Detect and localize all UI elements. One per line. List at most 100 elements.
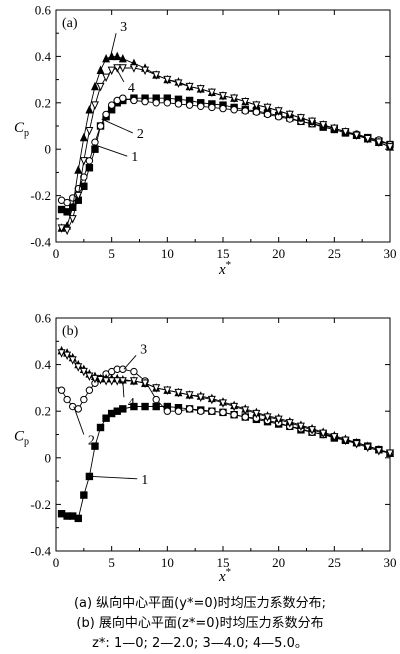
series-3-line [61,55,391,229]
series-3-point [79,132,88,142]
annotation-label: 3 [140,342,147,357]
series-2-point [241,107,249,115]
series-4-point [386,143,394,152]
series-3-point [90,81,99,91]
series-1-point [141,402,149,411]
series-2-point [107,101,116,109]
series-4-point [230,94,239,103]
annotation-label: 2 [88,434,95,449]
x-tick-label: 25 [328,246,341,261]
series-4-point [107,66,116,76]
series-4-point [207,88,216,98]
series-4-point [141,379,150,389]
series-1-point [102,414,110,422]
series-1-point [85,164,94,172]
series-4-point [196,393,205,402]
y-tick-label: 0.2 [35,95,51,110]
x-axis-label: x* [218,259,231,278]
series-1-point [119,405,127,413]
series-3 [57,51,394,232]
y-tick-label: 0.6 [35,3,52,18]
x-tick-label: 5 [108,246,115,261]
series-4-point [102,377,111,386]
series-4 [57,349,394,458]
series-2-point [208,103,216,112]
series-2-point [96,122,105,130]
series-2-point [174,100,183,108]
series-4-point [219,399,227,408]
annotation-leader [93,144,128,157]
series-1-point [63,208,71,216]
series-4-point [96,82,105,92]
y-tick-label: 0 [45,142,52,157]
series-4 [57,64,394,236]
series-4-point [113,64,122,73]
series-2-point [85,386,94,394]
caption-legend-line: z*: 1—0; 2—2.0; 3—4.0; 4—5.0。 [92,636,308,651]
series-2-point [163,99,172,107]
series-1-point [130,402,138,411]
y-tick-label: 0.2 [35,404,51,419]
y-tick-label: 0.4 [35,49,52,64]
caption-line-a: (a) 纵向中心平面(y*=0)时均压力系数分布; [73,596,327,611]
y-axis-label: Cp [14,120,29,139]
x-tick-label: 25 [328,555,341,570]
series-2-point [80,173,88,181]
series-2-point [197,407,205,415]
annotation-leader [115,67,125,83]
series-2-point [63,395,71,404]
series-4-point [308,426,317,435]
series-2-point [185,405,194,413]
series-4-point [252,409,261,419]
series-4-point [118,64,127,73]
series-4-point [63,351,72,361]
series-4-point [68,215,77,224]
series-4-point [196,85,205,94]
series-1-point [91,145,99,153]
x-axis-label: x* [218,566,231,585]
series-2-point [91,138,99,146]
annotation-label: 1 [141,473,148,488]
x-tick-label: 5 [108,555,115,570]
x-tick-label: 10 [161,246,174,261]
y-tick-label: -0.4 [30,235,51,250]
series-4-point [341,128,350,137]
series-4-point [85,126,94,136]
series-2-point [119,94,127,102]
chart-panel-b: 0 5 10 15 20 25 30 -0.4 -0.2 0 0.2 0.4 0.6 (b) Cp x* 1 2 3… [14,311,397,586]
series-4-point [163,386,172,396]
caption-line-b: (b) 展向中心平面(z*=0)时均压力系数分布 [76,616,324,631]
series-4-point [113,377,122,386]
series-2-point [130,96,138,105]
y-axis-label: Cp [14,429,29,448]
series-4-point [296,422,305,432]
series-2-point [185,101,194,109]
panel-label: (a) [62,16,78,31]
annotation-leader [110,33,117,57]
series-2-point [163,407,172,415]
annotation-leader [123,354,137,370]
series-4-point [174,388,183,398]
series-4-point [74,191,83,201]
series-4-point [90,101,99,110]
series-4-point [296,114,305,123]
series-2-point [69,194,77,202]
x-tick-label: 20 [272,555,285,570]
series-4-point [363,135,372,144]
annotation-label: 4 [128,396,135,411]
series-4-point [85,372,94,382]
series-4-point [74,363,83,372]
series-4-point [374,138,383,148]
series-2-point [80,395,88,404]
annotation-label: 3 [120,20,127,35]
x-tick-label: 10 [161,555,174,570]
series-4-point [274,107,283,116]
series-4-point [79,157,88,166]
series-3-point [107,51,116,61]
series-2-point [102,110,110,119]
series-3-point [68,202,77,211]
series-4-point [163,75,172,85]
series-4-point [152,384,161,393]
series-4-point [319,429,328,439]
series-4-point [363,443,372,453]
